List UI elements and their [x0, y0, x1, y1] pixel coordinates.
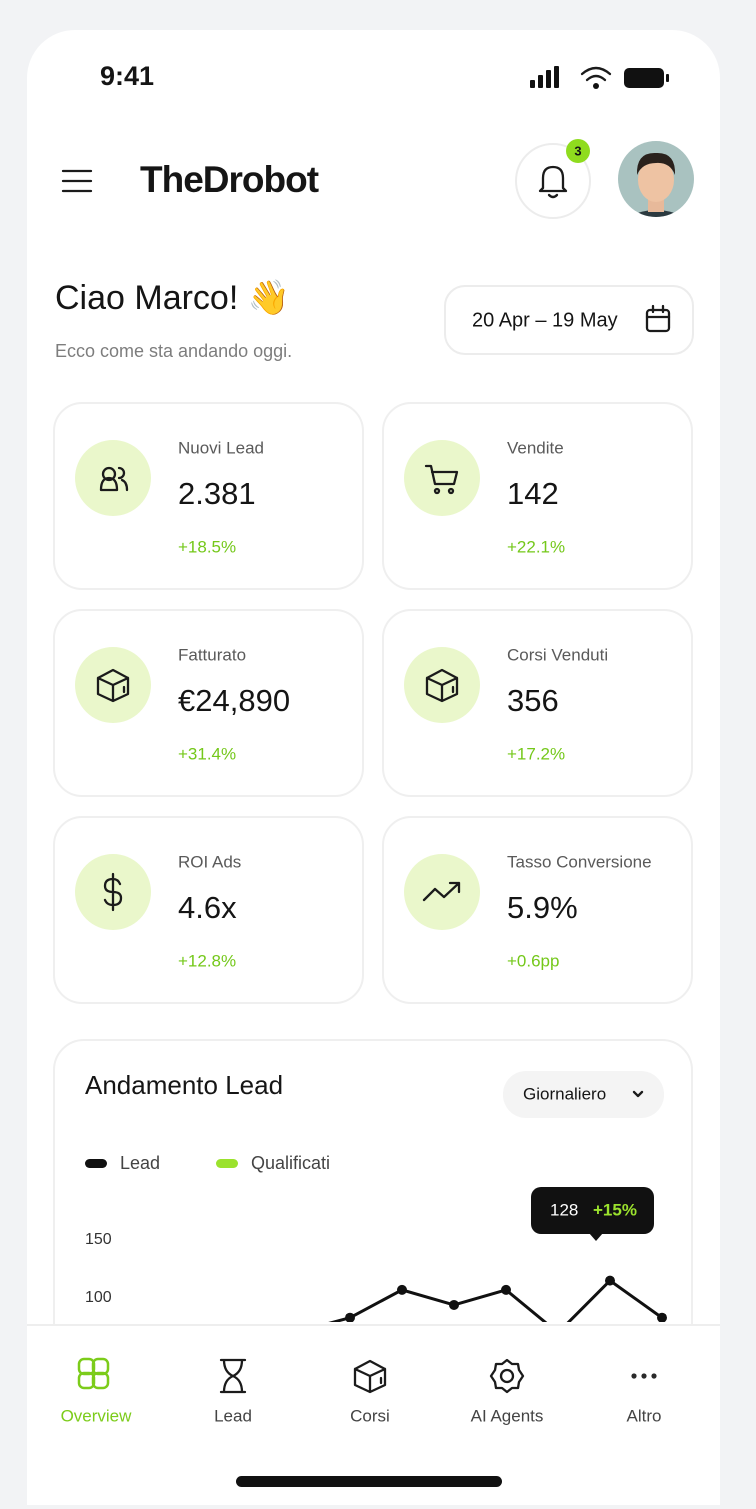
stat-value: 142 — [507, 476, 559, 511]
greeting-title: Ciao Marco! 👋 — [55, 279, 290, 318]
legend-swatch — [85, 1159, 107, 1168]
nav-icon — [91, 1371, 110, 1390]
stat-value: 356 — [507, 683, 559, 718]
nav-icon — [631, 1373, 637, 1379]
data-point — [345, 1312, 355, 1322]
legend-label: Qualificati — [251, 1153, 330, 1173]
stat-label: Fatturato — [178, 645, 246, 664]
stat-label: Vendite — [507, 438, 564, 457]
stats-grid: Nuovi Lead 2.381 +18.5% Vendite 142 +22.1% Fat… — [53, 402, 693, 1004]
menu-button[interactable] — [61, 169, 93, 193]
y-tick-label: 150 — [85, 1231, 112, 1248]
nav-item[interactable]: Lead — [214, 1358, 252, 1425]
nav-item[interactable]: Overview — [61, 1357, 133, 1425]
stat-icon — [424, 464, 459, 495]
nav-item[interactable]: Corsi — [350, 1359, 390, 1425]
stat-value: 5.9% — [507, 890, 578, 925]
data-point — [449, 1299, 459, 1310]
tooltip — [531, 1187, 654, 1234]
stat-change: +12.8% — [178, 951, 236, 970]
stat-card: Corsi Venduti 356 +17.2% — [382, 609, 693, 797]
icon-badge — [404, 440, 480, 516]
stat-icon — [96, 668, 130, 703]
nav-icon — [219, 1358, 247, 1394]
nav-item[interactable]: AI Agents — [471, 1358, 544, 1425]
line-chart: Lead Qualificati 100 150 128 +15% — [85, 1153, 667, 1322]
y-tick-label: 100 — [85, 1289, 112, 1306]
stat-icon — [99, 466, 129, 492]
status-icons — [530, 66, 669, 89]
stat-label: Corsi Venduti — [507, 645, 608, 664]
icon-badge — [404, 854, 480, 930]
stat-change: +17.2% — [507, 744, 565, 763]
brand: TheDrobot — [140, 159, 319, 200]
nav-icon — [641, 1373, 647, 1379]
nav-label: Corsi — [350, 1406, 390, 1425]
series-line — [328, 1278, 663, 1322]
plot-area — [328, 1275, 667, 1322]
nav-item[interactable]: Altro — [627, 1373, 662, 1425]
nav-icon — [489, 1358, 525, 1394]
nav-icon — [651, 1373, 657, 1379]
greeting-subtitle: Ecco come sta andando oggi. — [55, 341, 292, 361]
chart-title: Andamento Lead — [85, 1070, 283, 1100]
nav-label: Altro — [627, 1406, 662, 1425]
stat-icon — [103, 872, 123, 912]
stat-value: 2.381 — [178, 476, 256, 511]
stat-change: +22.1% — [507, 537, 565, 556]
tooltip-pointer — [589, 1233, 603, 1241]
stat-icon — [425, 668, 459, 703]
nav-label: Overview — [61, 1406, 133, 1425]
stat-icon — [422, 881, 461, 902]
stat-card: Fatturato €24,890 +31.4% — [53, 609, 364, 797]
stat-card: Nuovi Lead 2.381 +18.5% — [53, 402, 364, 590]
data-point — [605, 1275, 615, 1286]
notification-button[interactable]: 3 — [515, 139, 591, 219]
legend-label: Lead — [120, 1153, 160, 1173]
stat-change: +0.6pp — [507, 951, 559, 970]
nav-items: Overview Lead Corsi AI Agents Altro — [61, 1357, 662, 1425]
stat-label: Nuovi Lead — [178, 438, 264, 457]
stat-card: Tasso Conversione 5.9% +0.6pp — [382, 816, 693, 1004]
period: Giornaliero — [523, 1084, 606, 1103]
data-point — [397, 1284, 407, 1295]
stat-label: Tasso Conversione — [507, 852, 652, 871]
date-range-picker[interactable]: 20 Apr – 19 May — [444, 285, 694, 355]
stat-change: +18.5% — [178, 537, 236, 556]
home-indicator — [236, 1476, 502, 1487]
nav-icon — [353, 1359, 387, 1394]
stat-value: €24,890 — [178, 683, 290, 718]
tooltip-change: +15% — [593, 1200, 637, 1219]
notification-count: 3 — [574, 143, 581, 158]
tooltip-value: 128 — [550, 1200, 578, 1219]
stat-label: ROI Ads — [178, 852, 241, 871]
data-point — [501, 1284, 511, 1295]
date-range: 20 Apr – 19 May — [472, 309, 618, 331]
nav-label: AI Agents — [471, 1406, 544, 1425]
nav-label: Lead — [214, 1406, 252, 1425]
status-time: 9:41 — [100, 61, 154, 91]
data-point — [657, 1312, 667, 1322]
legend-swatch — [216, 1159, 238, 1168]
nav-icon — [499, 1368, 515, 1384]
stat-card: Vendite 142 +22.1% — [382, 402, 693, 590]
stat-card: ROI Ads 4.6x +12.8% — [53, 816, 364, 1004]
bottom-nav — [27, 1324, 720, 1505]
avatar[interactable] — [616, 139, 696, 254]
period-dropdown[interactable]: Giornaliero — [503, 1071, 664, 1118]
stat-value: 4.6x — [178, 890, 237, 925]
stat-change: +31.4% — [178, 744, 236, 763]
